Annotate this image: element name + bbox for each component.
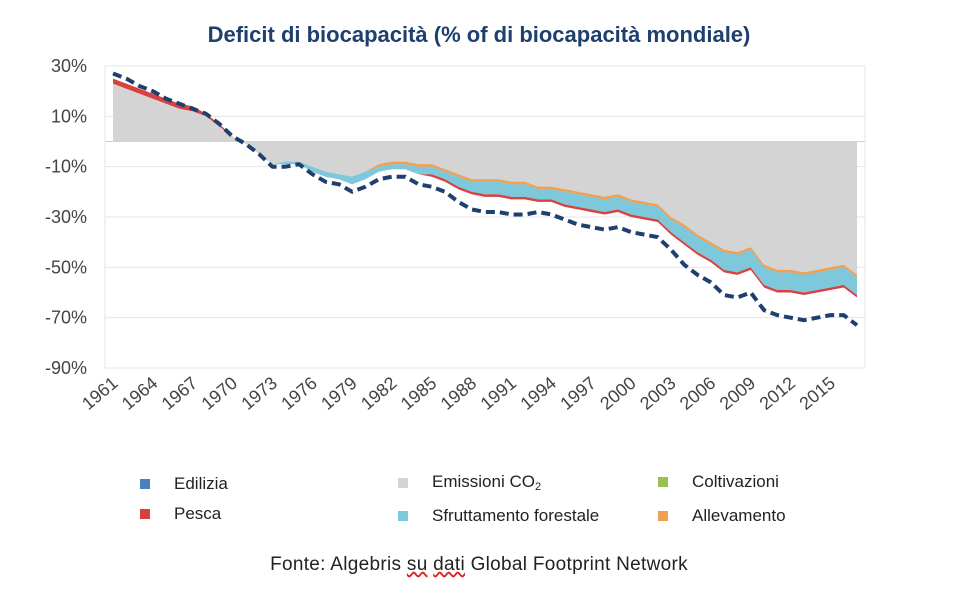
x-tick-label: 1961: [78, 373, 122, 414]
total-line: [112, 71, 859, 327]
y-tick-label: -50%: [45, 257, 87, 277]
total-dashed-line: [112, 71, 859, 327]
x-tick-label: 1982: [357, 373, 401, 414]
stacked-areas: [113, 78, 857, 298]
y-tick-label: 10%: [51, 106, 87, 126]
x-tick-label: 1970: [198, 373, 242, 414]
y-tick-label: -10%: [45, 157, 87, 177]
y-tick-label: 30%: [51, 56, 87, 76]
chart-title: Deficit di biocapacità (% of di biocapac…: [207, 22, 751, 47]
area-sfruttamento-forestale: [113, 78, 857, 295]
x-tick-label: 1985: [397, 373, 441, 414]
x-tick-label: 2003: [636, 373, 680, 414]
x-tick-label: 1997: [556, 373, 600, 414]
y-tick-label: -30%: [45, 207, 87, 227]
x-tick-label: 1994: [516, 373, 560, 414]
x-tick-label: 1991: [477, 373, 521, 414]
x-tick-label: 2009: [716, 373, 760, 414]
x-tick-label: 2012: [756, 373, 800, 414]
source-dati: dati: [433, 554, 465, 575]
x-tick-label: 1967: [158, 373, 202, 414]
x-tick-label: 2000: [596, 373, 640, 414]
x-tick-label: 1973: [237, 373, 281, 414]
x-tick-label: 1964: [118, 373, 162, 414]
x-axis-ticks: 1961196419671970197319761979198219851988…: [78, 373, 839, 414]
x-tick-label: 2015: [795, 373, 839, 414]
x-tick-label: 1979: [317, 373, 361, 414]
x-tick-label: 1976: [277, 373, 321, 414]
x-tick-label: 2006: [676, 373, 720, 414]
y-tick-label: -70%: [45, 308, 87, 328]
y-axis-ticks: 30% 10% -10% -30% -50% -70% -90%: [45, 56, 87, 378]
x-tick-label: 1988: [437, 373, 481, 414]
source-note: Fonte: Algebris su dati Global Footprint…: [0, 554, 958, 576]
source-su: su: [406, 554, 428, 575]
y-tick-label: -90%: [45, 358, 87, 378]
source-suffix: Global Footprint Network: [465, 554, 688, 575]
grid-lines: [104, 65, 866, 369]
source-prefix: Fonte: Algebris: [270, 554, 407, 575]
